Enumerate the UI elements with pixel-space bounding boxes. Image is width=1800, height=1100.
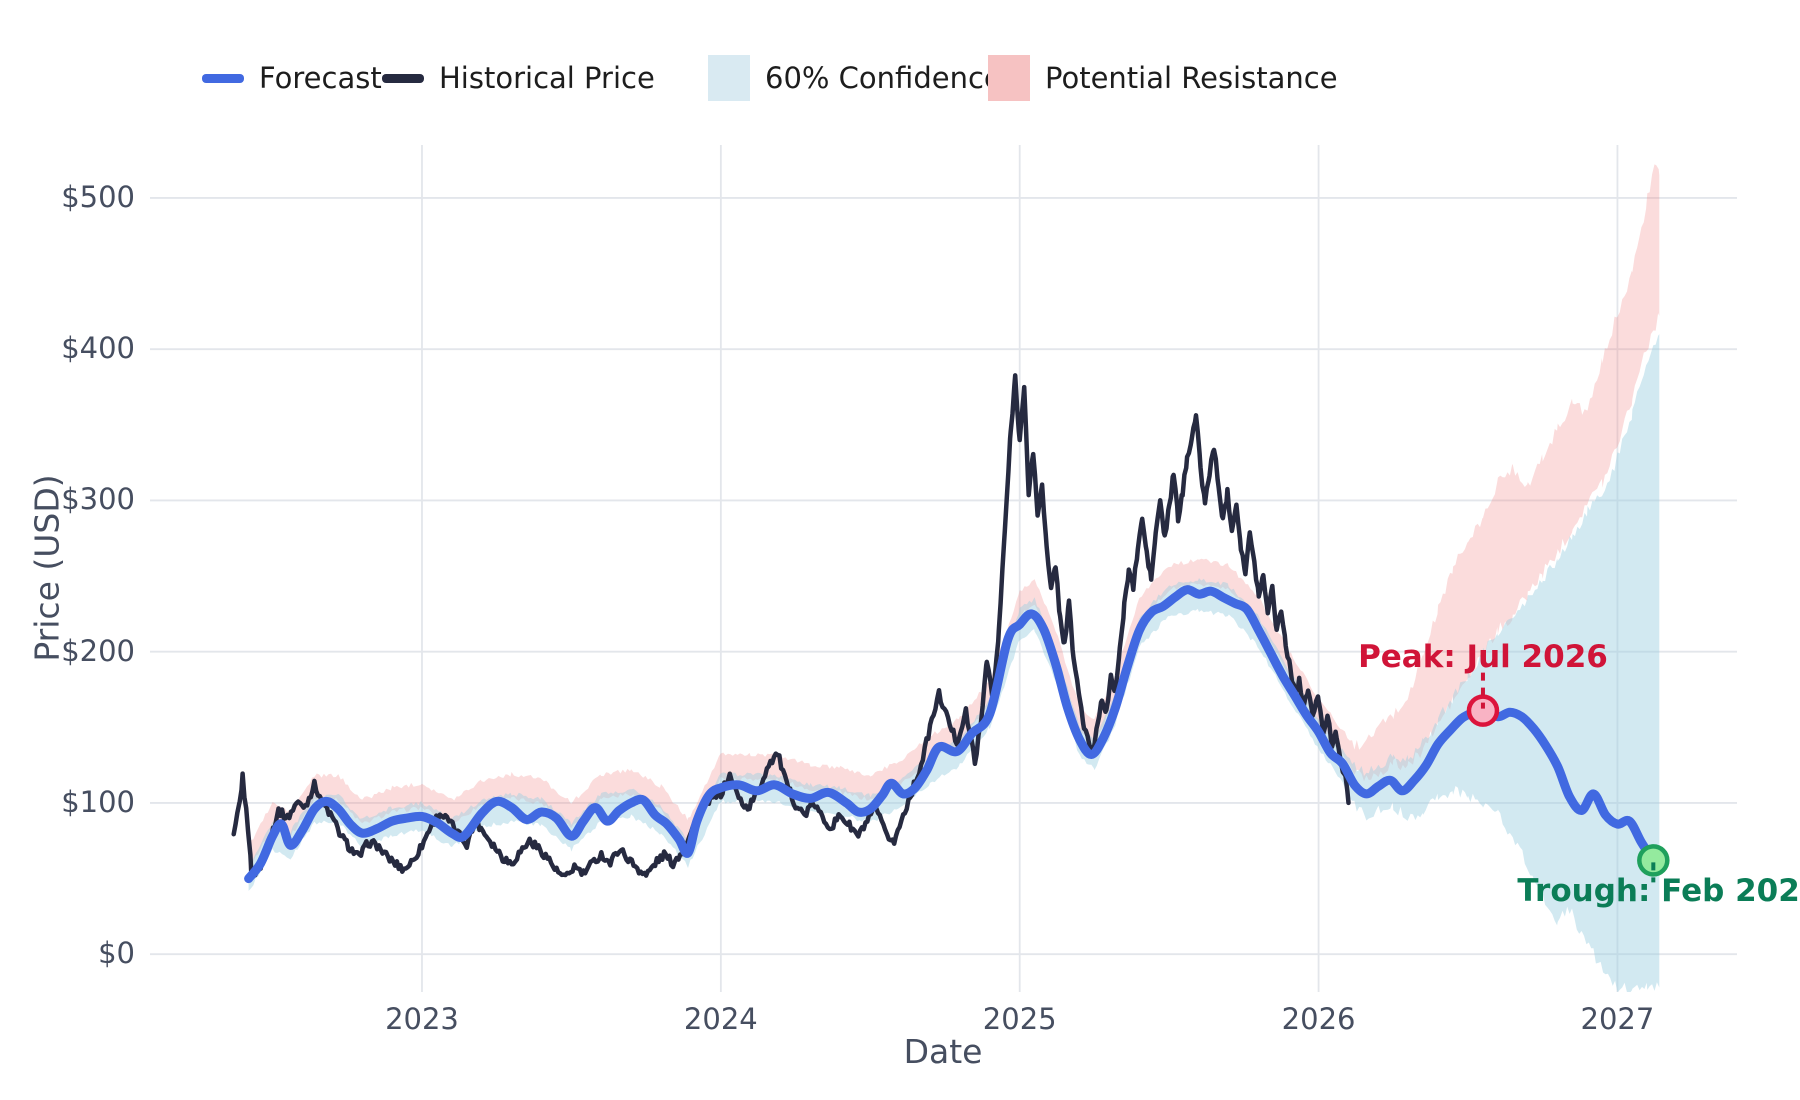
legend-label: Forecast bbox=[259, 61, 382, 95]
x-tick-2025: 2025 bbox=[982, 1002, 1057, 1036]
legend-label: Historical Price bbox=[439, 61, 655, 95]
y-axis-title: Price (USD) bbox=[27, 474, 67, 662]
x-axis-title: Date bbox=[903, 1032, 983, 1071]
legend-swatch-patch bbox=[988, 55, 1030, 101]
forecast-line bbox=[244, 585, 1658, 884]
legend-item-forecast: Forecast bbox=[202, 50, 382, 106]
y-tick-100: $100 bbox=[61, 784, 135, 819]
y-tick-400: $400 bbox=[61, 331, 135, 366]
x-tick-2023: 2023 bbox=[385, 1002, 459, 1036]
y-tick-500: $500 bbox=[61, 179, 135, 214]
legend-item-60-confidence: 60% Confidence bbox=[708, 50, 1002, 106]
y-tick-0: $0 bbox=[98, 936, 135, 971]
trough-marker bbox=[1637, 844, 1670, 877]
peak-marker bbox=[1466, 694, 1500, 727]
trough-annotation-label: Trough: Feb 2027 bbox=[1517, 873, 1800, 910]
peak-annotation-label: Peak: Jul 2026 bbox=[1358, 638, 1608, 675]
y-tick-200: $200 bbox=[61, 633, 135, 668]
x-tick-2024: 2024 bbox=[683, 1002, 758, 1036]
legend-swatch-line bbox=[382, 73, 424, 83]
historical-price-line bbox=[231, 373, 1351, 881]
legend-item-potential-resistance: Potential Resistance bbox=[988, 50, 1338, 106]
legend-item-historical-price: Historical Price bbox=[382, 50, 655, 106]
chart-legend: Forecast Historical Price 60% Confidence Po… bbox=[0, 0, 1800, 110]
gridlines bbox=[150, 145, 1737, 992]
confidence-bands bbox=[248, 164, 1660, 992]
legend-label: 60% Confidence bbox=[765, 61, 1002, 95]
legend-swatch-patch bbox=[708, 55, 750, 101]
x-tick-2027: 2027 bbox=[1580, 1002, 1655, 1036]
y-tick-300: $300 bbox=[61, 482, 135, 517]
x-tick-2026: 2026 bbox=[1281, 1002, 1356, 1036]
legend-swatch-line bbox=[202, 73, 244, 83]
legend-label: Potential Resistance bbox=[1045, 61, 1338, 95]
